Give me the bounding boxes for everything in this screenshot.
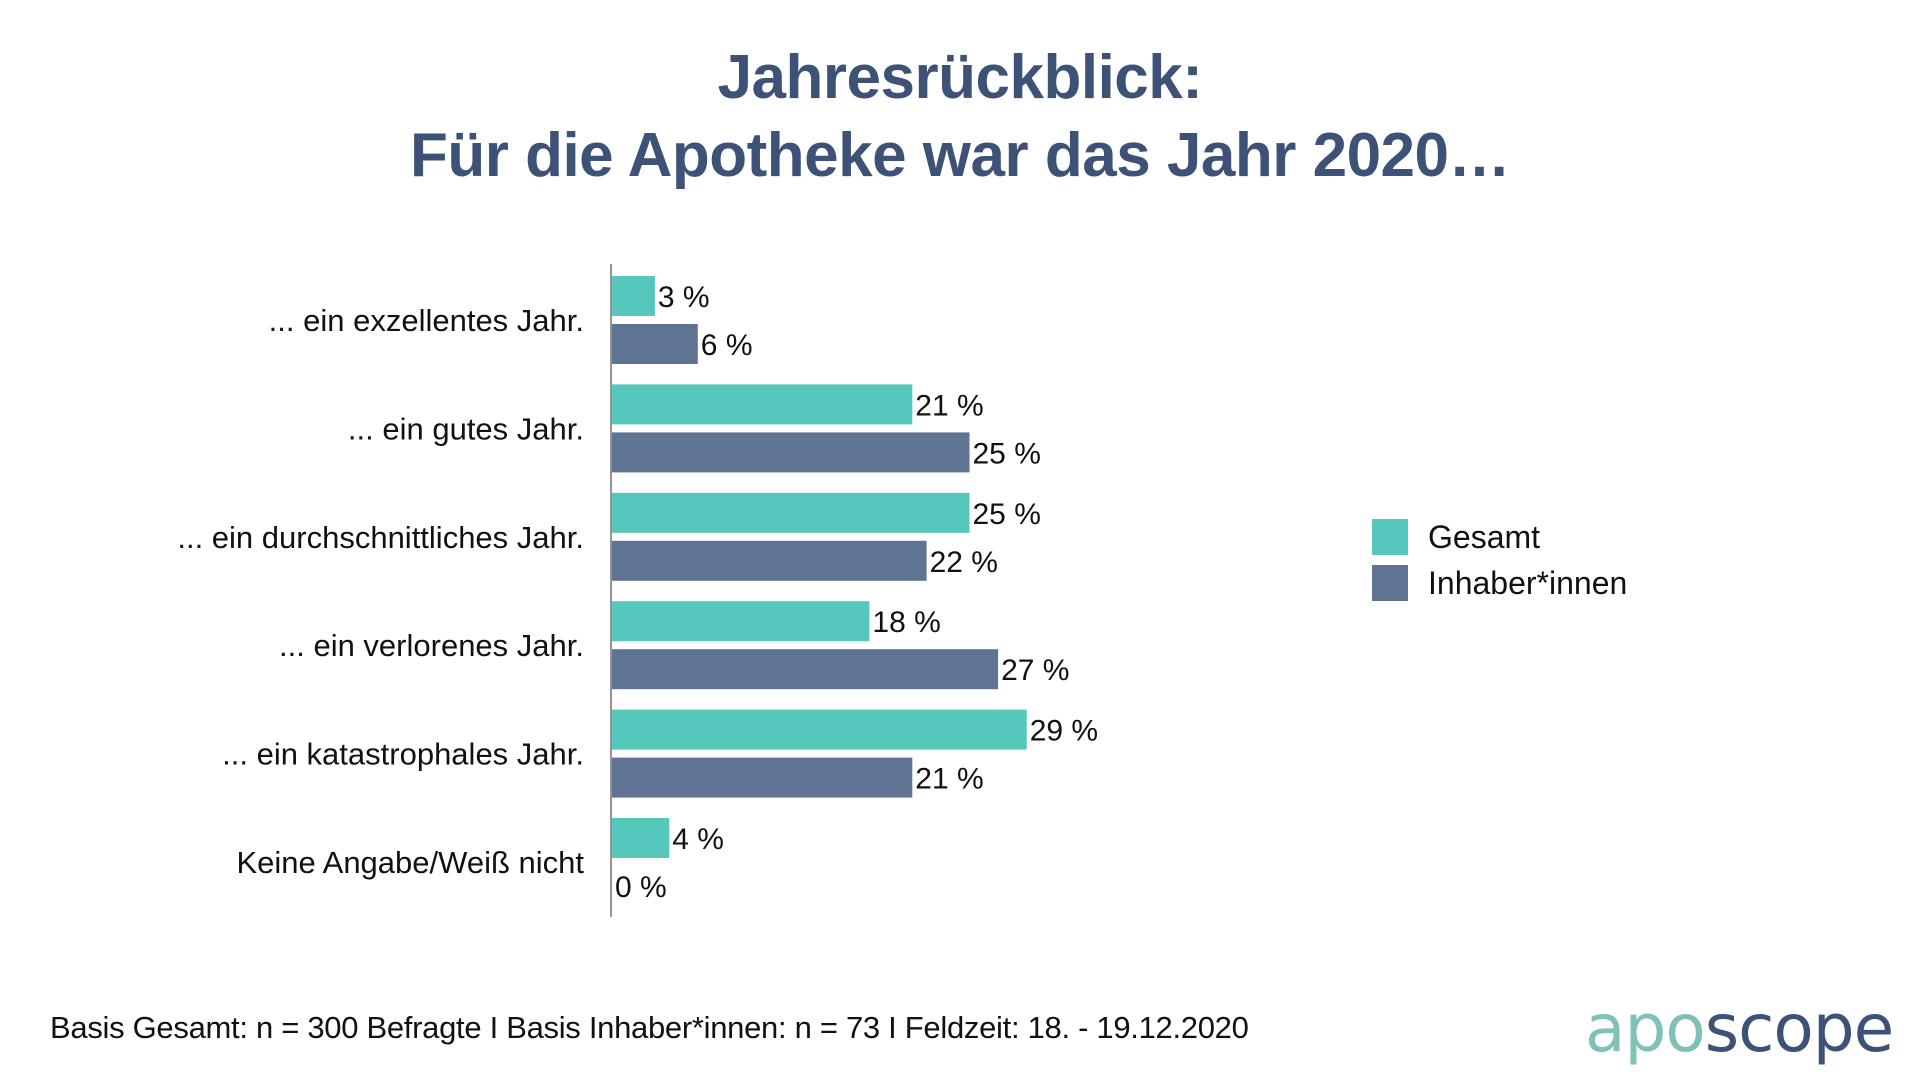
logo-part-apo: apo [1585, 990, 1706, 1067]
footnote-sample-info: Basis Gesamt: n = 300 Befragte I Basis I… [50, 1010, 1249, 1045]
category-label: ... ein verlorenes Jahr. [279, 628, 584, 663]
data-label-gesamt: 29 % [1030, 715, 1098, 748]
chart-title-line-2: Für die Apotheke war das Jahr 2020… [409, 121, 1511, 190]
data-label-gesamt: 21 % [915, 389, 983, 422]
bar-gesamt [612, 818, 670, 858]
bar-inhaber [612, 540, 927, 581]
legend-item-gesamt: Gesamt [1372, 514, 1627, 560]
category-label: ... ein katastrophales Jahr. [222, 737, 584, 772]
data-label-gesamt: 4 % [672, 823, 724, 856]
bar-inhaber [612, 324, 698, 364]
bar-inhaber [612, 757, 913, 798]
bar-inhaber [612, 649, 999, 690]
data-label-inhaber: 0 % [615, 871, 667, 904]
legend-swatch-inhaber [1372, 565, 1408, 601]
data-label-inhaber: 22 % [930, 546, 998, 579]
legend: Gesamt Inhaber*innen [1372, 514, 1627, 606]
legend-label-inhaber: Inhaber*innen [1428, 564, 1628, 601]
data-label-gesamt: 3 % [658, 281, 710, 314]
bar-inhaber [612, 432, 970, 473]
data-label-gesamt: 18 % [872, 606, 940, 639]
data-label-inhaber: 6 % [701, 329, 753, 362]
category-label: Keine Angabe/Weiß nicht [236, 845, 584, 880]
legend-label-gesamt: Gesamt [1428, 518, 1541, 555]
data-label-inhaber: 25 % [973, 437, 1041, 470]
category-label: ... ein gutes Jahr. [348, 411, 584, 446]
data-label-inhaber: 27 % [1001, 654, 1069, 687]
bar-gesamt [612, 709, 1027, 750]
chart-title-line-1: Jahresrückblick: [717, 43, 1203, 112]
data-label-inhaber: 21 % [915, 763, 983, 796]
category-label: ... ein durchschnittliches Jahr. [177, 520, 584, 555]
bar-gesamt [612, 492, 970, 533]
bar-gesamt [612, 276, 655, 316]
bar-gesamt [612, 601, 870, 642]
bar-gesamt [612, 384, 913, 425]
aposcope-logo: aposcope [1585, 990, 1895, 1067]
data-label-gesamt: 25 % [973, 498, 1041, 531]
category-label: ... ein exzellentes Jahr. [269, 303, 584, 338]
legend-item-inhaber: Inhaber*innen [1372, 560, 1627, 606]
legend-swatch-gesamt [1372, 519, 1408, 555]
logo-part-scope: scope [1704, 990, 1895, 1067]
